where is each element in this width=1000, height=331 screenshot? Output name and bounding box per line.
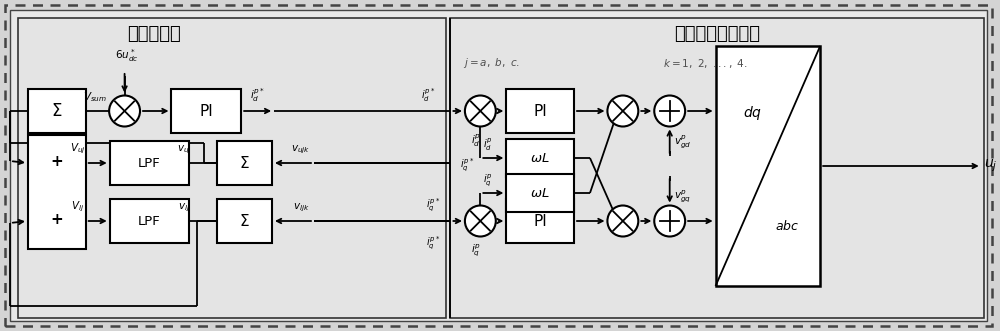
Text: $\Sigma$: $\Sigma$ bbox=[239, 155, 250, 171]
Text: $u_j$: $u_j$ bbox=[984, 158, 997, 174]
Text: $6u_{dc}^*$: $6u_{dc}^*$ bbox=[115, 47, 138, 64]
Text: +: + bbox=[50, 154, 63, 168]
FancyBboxPatch shape bbox=[110, 199, 189, 243]
Text: $v_{lj}$: $v_{lj}$ bbox=[178, 202, 190, 214]
FancyBboxPatch shape bbox=[110, 141, 189, 185]
Text: $V_{sum}$: $V_{sum}$ bbox=[83, 90, 107, 104]
FancyBboxPatch shape bbox=[28, 135, 86, 249]
Text: 交流输出电流控制: 交流输出电流控制 bbox=[675, 25, 761, 43]
Text: $i_d^p$: $i_d^p$ bbox=[471, 132, 481, 149]
Text: $i_d^p$: $i_d^p$ bbox=[483, 137, 493, 153]
Text: PI: PI bbox=[533, 213, 547, 228]
Circle shape bbox=[654, 96, 685, 126]
Text: $i_q^p$: $i_q^p$ bbox=[483, 172, 493, 188]
Text: $i_q^p$: $i_q^p$ bbox=[471, 243, 481, 259]
Text: $v_{gq}^p$: $v_{gq}^p$ bbox=[674, 188, 691, 204]
FancyBboxPatch shape bbox=[506, 199, 574, 243]
FancyBboxPatch shape bbox=[506, 89, 574, 133]
FancyBboxPatch shape bbox=[5, 5, 992, 326]
Text: $i_d^{p*}$: $i_d^{p*}$ bbox=[250, 86, 265, 104]
FancyBboxPatch shape bbox=[28, 89, 86, 133]
Text: $i_d^{p*}$: $i_d^{p*}$ bbox=[421, 86, 436, 104]
Circle shape bbox=[465, 96, 496, 126]
Text: PI: PI bbox=[533, 104, 547, 118]
Text: +: + bbox=[50, 212, 63, 226]
Text: $i_q^{p*}$: $i_q^{p*}$ bbox=[460, 157, 474, 174]
FancyBboxPatch shape bbox=[217, 141, 272, 185]
FancyBboxPatch shape bbox=[716, 46, 820, 286]
Text: $dq$: $dq$ bbox=[743, 104, 762, 122]
FancyBboxPatch shape bbox=[217, 199, 272, 243]
Text: $V_{uj}$: $V_{uj}$ bbox=[70, 142, 86, 156]
FancyBboxPatch shape bbox=[506, 139, 574, 177]
Text: $v_{ljk}$: $v_{ljk}$ bbox=[293, 202, 309, 214]
FancyBboxPatch shape bbox=[171, 89, 241, 133]
FancyBboxPatch shape bbox=[506, 174, 574, 212]
Text: $i_q^{p*}$: $i_q^{p*}$ bbox=[426, 197, 441, 214]
FancyBboxPatch shape bbox=[18, 18, 446, 318]
FancyBboxPatch shape bbox=[10, 10, 987, 321]
Text: $\omega L$: $\omega L$ bbox=[530, 186, 550, 200]
Text: $\omega L$: $\omega L$ bbox=[530, 152, 550, 165]
Text: $\Sigma$: $\Sigma$ bbox=[239, 213, 250, 229]
FancyBboxPatch shape bbox=[450, 18, 984, 318]
Text: $abc$: $abc$ bbox=[775, 219, 799, 233]
Text: LPF: LPF bbox=[138, 214, 161, 227]
Text: $i_q^{p*}$: $i_q^{p*}$ bbox=[426, 235, 441, 253]
Circle shape bbox=[109, 96, 140, 126]
Circle shape bbox=[465, 206, 496, 237]
Text: $V_{lj}$: $V_{lj}$ bbox=[71, 200, 84, 214]
Circle shape bbox=[607, 206, 638, 237]
Text: 总能量控制: 总能量控制 bbox=[128, 25, 181, 43]
Text: $v_{gd}^p$: $v_{gd}^p$ bbox=[674, 134, 691, 151]
Text: $v_{ujk}$: $v_{ujk}$ bbox=[291, 144, 311, 156]
Text: PI: PI bbox=[199, 104, 213, 118]
Text: $k=1,\ 2,\ ...,\ 4.$: $k=1,\ 2,\ ...,\ 4.$ bbox=[663, 57, 748, 70]
Text: $\Sigma$: $\Sigma$ bbox=[51, 102, 62, 120]
Circle shape bbox=[607, 96, 638, 126]
Text: LPF: LPF bbox=[138, 157, 161, 169]
Text: $j=a,\ b,\ c.$: $j=a,\ b,\ c.$ bbox=[463, 56, 520, 70]
Text: $v_{uj}$: $v_{uj}$ bbox=[177, 144, 192, 156]
Circle shape bbox=[654, 206, 685, 237]
